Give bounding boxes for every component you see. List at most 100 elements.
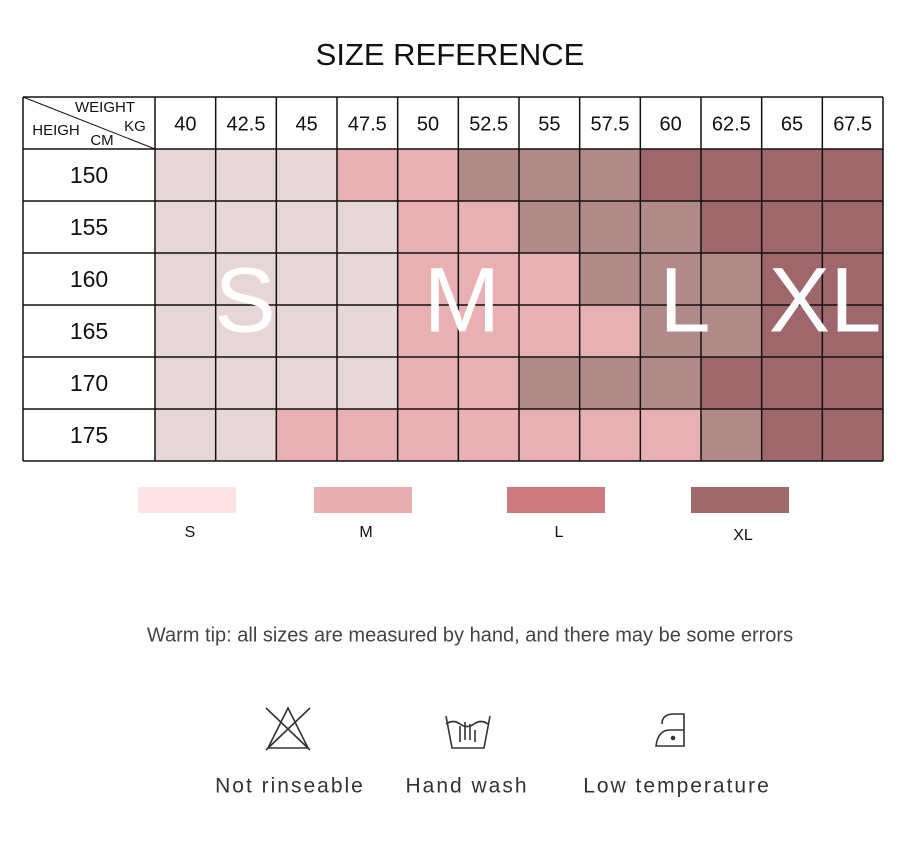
- size-cell: [579, 305, 641, 357]
- icon-hand-wash: [445, 715, 491, 749]
- size-cell: [640, 409, 701, 461]
- height-label: 165: [70, 318, 108, 344]
- care-icons: [265, 706, 685, 751]
- size-cell: [337, 149, 398, 201]
- size-cell: [337, 201, 398, 253]
- size-cell: [519, 305, 580, 357]
- size-cell: [579, 409, 641, 461]
- weight-label: 62.5: [712, 113, 751, 135]
- size-cell: [397, 253, 459, 305]
- size-cell: [337, 305, 398, 357]
- size-cell: [579, 253, 641, 305]
- legend: S M L XL: [138, 487, 789, 544]
- size-cell: [701, 253, 762, 305]
- size-cell: [761, 409, 823, 461]
- size-cell: [397, 357, 459, 409]
- size-cell: [337, 253, 398, 305]
- icon-no-wash: [265, 706, 311, 751]
- size-cell: [822, 357, 883, 409]
- corner-weight: WEIGHT: [75, 99, 135, 116]
- size-cell: [397, 305, 459, 357]
- size-cell: [337, 357, 398, 409]
- size-cell: [519, 409, 580, 461]
- size-cell: [579, 201, 641, 253]
- size-cell: [640, 149, 701, 201]
- care-labels: Not rinseable Hand wash Low temperature: [215, 775, 769, 798]
- size-cell: [458, 305, 519, 357]
- weight-label: 67.5: [833, 113, 872, 135]
- size-table: WEIGHT KG HEIGH CM 40 42.5 45 47.5 50 52.5 55 57.5 6…: [22, 96, 884, 462]
- size-cell: [701, 201, 762, 253]
- size-overlay-letter: XL: [769, 249, 882, 351]
- size-cell: [761, 149, 823, 201]
- size-cell: [579, 149, 641, 201]
- size-cell: [215, 253, 277, 305]
- warm-tip: Warm tip: all sizes are measured by hand…: [147, 624, 793, 646]
- height-label: 155: [70, 214, 108, 240]
- size-cell: [276, 201, 337, 253]
- legend-swatch: [138, 487, 236, 513]
- size-cell: [822, 149, 883, 201]
- size-cell: [337, 409, 398, 461]
- size-cell: [215, 409, 277, 461]
- height-label: 150: [70, 162, 108, 188]
- legend-label: XL: [733, 527, 753, 544]
- legend-label: L: [555, 524, 564, 541]
- size-cell: [155, 409, 216, 461]
- legend-label: S: [185, 524, 196, 541]
- size-cell: [276, 149, 337, 201]
- care-label: Hand wash: [405, 775, 528, 798]
- corner-diagonal: [22, 96, 156, 150]
- size-cell: [458, 149, 519, 201]
- legend-swatch: [691, 487, 789, 513]
- size-cell: [276, 409, 337, 461]
- legend-label: M: [359, 524, 372, 541]
- weight-label: 57.5: [591, 113, 630, 135]
- size-cell: [155, 305, 216, 357]
- size-cell: [155, 201, 216, 253]
- size-cell: [519, 357, 580, 409]
- care-label: Not rinseable: [215, 775, 365, 798]
- size-cell: [276, 357, 337, 409]
- size-cell: [155, 253, 216, 305]
- size-overlay-letter: L: [659, 249, 710, 351]
- size-cell: [701, 305, 762, 357]
- size-cell: [215, 357, 277, 409]
- size-overlay: S M L XL: [214, 249, 881, 351]
- size-cell: [519, 149, 580, 201]
- size-cell: [761, 357, 823, 409]
- weight-label: 50: [417, 113, 439, 135]
- height-label: 170: [70, 370, 108, 396]
- size-cell: [215, 149, 277, 201]
- size-cell: [276, 253, 337, 305]
- weight-label: 60: [660, 113, 682, 135]
- icon-low-iron: [655, 713, 685, 747]
- size-cell: [397, 409, 459, 461]
- size-cell: [761, 253, 823, 305]
- weight-label: 55: [538, 113, 560, 135]
- size-cell: [579, 357, 641, 409]
- corner-kg: KG: [124, 118, 146, 135]
- size-cell: [701, 357, 762, 409]
- size-cell: [640, 357, 701, 409]
- size-cell: [397, 201, 459, 253]
- size-cell: [761, 201, 823, 253]
- size-cell: [276, 305, 337, 357]
- size-cell: [519, 253, 580, 305]
- size-cell: [458, 409, 519, 461]
- size-cell: [701, 409, 762, 461]
- size-cell: [640, 201, 701, 253]
- weight-label: 52.5: [469, 113, 508, 135]
- weight-label: 42.5: [227, 113, 266, 135]
- size-cell: [701, 149, 762, 201]
- corner-cm: CM: [90, 132, 113, 149]
- size-cell: [155, 149, 216, 201]
- legend-swatch: [507, 487, 605, 513]
- weight-label: 47.5: [348, 113, 387, 135]
- size-cell: [215, 201, 277, 253]
- size-cell: [640, 305, 701, 357]
- size-cell: [822, 409, 883, 461]
- size-overlay-letter: M: [424, 249, 501, 351]
- title: SIZE REFERENCE: [316, 37, 585, 72]
